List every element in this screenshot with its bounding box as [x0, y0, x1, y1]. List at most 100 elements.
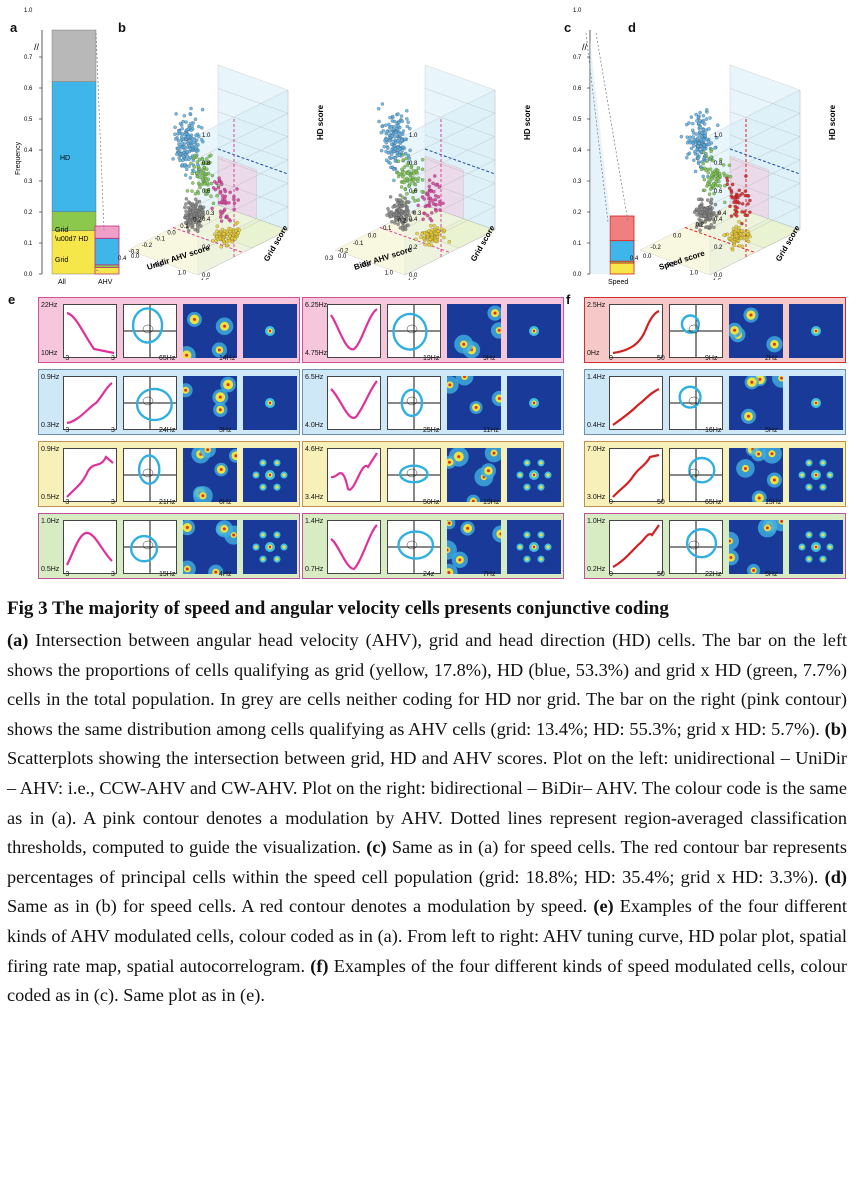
y-max-label: 0.9Hz	[41, 446, 60, 453]
x-tick-label: 0.0	[368, 234, 377, 240]
y-min-label: 0.3Hz	[41, 422, 60, 429]
heat-blob	[497, 397, 501, 401]
threshold-mod	[684, 227, 756, 253]
heat-blob	[752, 568, 756, 572]
y-tick-label: 1.0	[385, 271, 394, 277]
data-point	[392, 178, 396, 183]
autocorr-svg	[507, 448, 561, 502]
y-tick-label: 0.0	[573, 272, 582, 278]
data-point	[190, 189, 194, 193]
polar-svg	[124, 377, 176, 429]
x-max-label: 50	[657, 499, 665, 506]
autocorr-svg	[789, 376, 843, 430]
heat-blob	[780, 376, 784, 380]
data-point	[200, 157, 205, 161]
autocorr-svg	[789, 520, 843, 574]
data-point	[691, 121, 695, 126]
firing-rate-map	[183, 441, 243, 506]
data-point	[232, 197, 236, 202]
data-point	[708, 200, 713, 205]
x-tick-label: 0.1	[180, 224, 189, 230]
data-point	[411, 190, 416, 194]
polar-peak-label: 15Hz	[159, 571, 176, 578]
data-point	[748, 198, 752, 203]
bar-segment	[51, 29, 97, 82]
data-point	[736, 196, 740, 200]
y-tick-label: 0.0	[338, 254, 347, 260]
data-point	[408, 173, 413, 178]
data-point	[729, 194, 734, 198]
peak	[821, 485, 825, 489]
y-tick-label: 0.4	[573, 148, 582, 154]
bar-chart-a: Frequency 0.70.60.50.40.30.20.10.01.0// …	[15, 8, 120, 286]
autocorrelogram	[789, 376, 843, 430]
data-point	[695, 153, 700, 157]
data-point	[700, 131, 704, 135]
data-point	[416, 203, 420, 208]
data-point	[398, 193, 403, 198]
firing-rate-map	[178, 519, 244, 580]
y-tick-label: 0.5	[154, 262, 163, 268]
grid-line	[709, 206, 801, 252]
ahv-cell-right-row: 6.25Hz 4.75Hz 19Hz 9Hz	[302, 297, 564, 363]
y-max-label: 2.5Hz	[587, 302, 606, 309]
data-point	[201, 205, 206, 209]
data-point	[379, 130, 384, 135]
data-point	[695, 213, 699, 217]
data-point	[183, 162, 187, 167]
polar-peak-label: 24z	[423, 571, 435, 578]
data-point	[716, 176, 720, 180]
data-point	[708, 209, 712, 214]
data-point	[196, 226, 200, 231]
data-point	[428, 189, 433, 193]
data-point	[197, 206, 202, 211]
data-point	[399, 215, 403, 220]
peak	[275, 461, 279, 465]
peak	[268, 545, 272, 549]
y-max-label: 0.9Hz	[41, 374, 60, 381]
data-point	[695, 119, 699, 123]
data-point	[185, 150, 190, 154]
peak	[807, 461, 811, 465]
data-point	[736, 239, 741, 243]
data-point	[689, 146, 694, 151]
data-point	[234, 228, 238, 233]
tuning-curve	[609, 376, 663, 430]
polar-inner	[406, 540, 418, 550]
map-peak-label: 19Hz	[483, 499, 500, 506]
hd-polar-plot	[123, 520, 177, 574]
data-point	[218, 191, 223, 195]
z-axis-label: HD score	[316, 104, 325, 140]
autocorrelogram	[789, 448, 843, 502]
data-point	[697, 141, 701, 145]
x-tick-label: -0.2	[651, 245, 662, 251]
grid-line	[729, 181, 801, 207]
data-point	[714, 135, 719, 140]
data-point	[706, 170, 710, 175]
data-point	[203, 160, 208, 165]
firing-rate-map	[727, 304, 783, 358]
data-point	[715, 168, 720, 173]
grid-line	[729, 111, 801, 137]
data-point	[416, 166, 421, 170]
data-point	[711, 183, 715, 188]
data-point	[206, 187, 211, 192]
data-point	[220, 227, 225, 232]
data-point	[432, 189, 436, 194]
autocorrelogram	[507, 520, 561, 574]
bar-all	[51, 29, 97, 275]
data-point	[401, 152, 405, 157]
x-tick-label: -0.3	[129, 250, 140, 256]
data-point	[171, 157, 175, 161]
peak	[539, 557, 543, 561]
bar-chart-c: 0.7 0.6 0.5 0.4 0.3 0.2 0.1 0.0 1.0 // Speed	[573, 8, 635, 286]
x-tick-label: -0.4	[118, 256, 127, 262]
autocorrelogram	[243, 520, 297, 574]
peak	[800, 473, 804, 477]
x-tick-label: 0.3	[413, 211, 422, 217]
tuning-svg	[330, 452, 378, 491]
x-min-label: -3	[63, 499, 70, 506]
tuning-line	[330, 380, 378, 419]
data-point	[386, 207, 390, 211]
heat-blob	[218, 408, 222, 412]
